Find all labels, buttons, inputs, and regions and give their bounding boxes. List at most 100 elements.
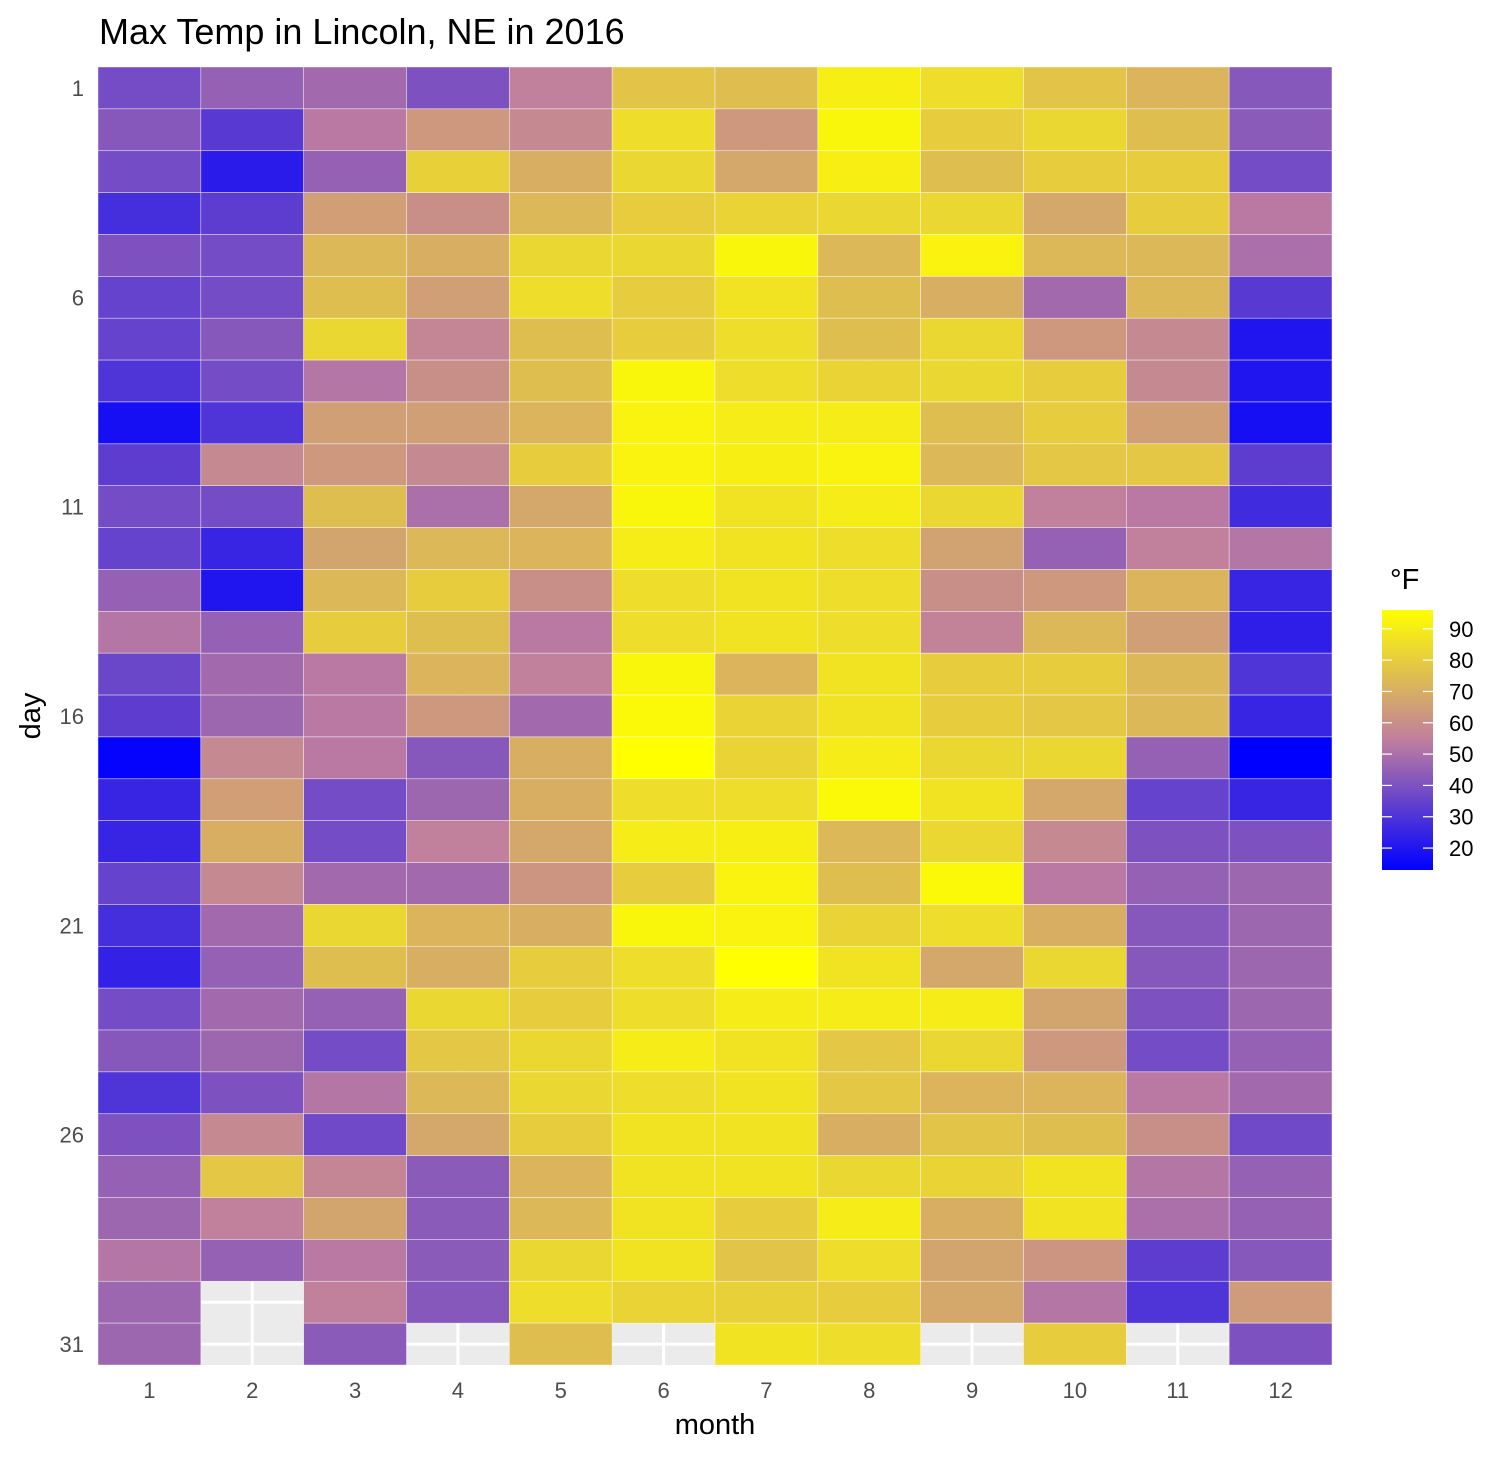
heatmap-tile xyxy=(611,778,716,821)
heatmap-tile xyxy=(406,1071,510,1115)
heatmap-tile xyxy=(611,1197,716,1240)
heatmap-tile xyxy=(303,401,407,445)
heatmap-tile xyxy=(97,66,202,110)
heatmap-tile xyxy=(714,1322,819,1366)
heatmap-tile xyxy=(509,1071,613,1115)
heatmap-tile xyxy=(1023,527,1127,570)
heatmap-tile xyxy=(1126,359,1230,403)
heatmap-tile xyxy=(1126,192,1230,235)
heatmap-tile xyxy=(406,527,510,570)
heatmap-tile xyxy=(303,611,407,654)
heatmap-tile xyxy=(920,1155,1024,1198)
heatmap-tile xyxy=(1023,1155,1127,1198)
heatmap-tiles xyxy=(97,66,1333,1366)
heatmap-tile xyxy=(714,778,819,821)
heatmap-tile xyxy=(97,108,202,152)
heatmap-tile xyxy=(714,945,819,989)
heatmap-tile xyxy=(920,862,1024,905)
heatmap-tile xyxy=(1126,276,1230,319)
heatmap-tile xyxy=(920,234,1024,277)
heatmap-tile xyxy=(1126,820,1230,863)
heatmap-tile xyxy=(714,569,819,612)
heatmap-tile xyxy=(303,276,407,319)
heatmap-tile xyxy=(920,485,1024,528)
heatmap-tile xyxy=(200,150,304,193)
heatmap-tile xyxy=(611,192,716,235)
heatmap-tile xyxy=(611,736,716,780)
heatmap-tile xyxy=(97,820,202,863)
heatmap-tile xyxy=(406,611,510,654)
heatmap-tile xyxy=(1228,820,1333,863)
y-tick-label: 16 xyxy=(60,704,84,729)
heatmap-tile xyxy=(1023,1322,1127,1366)
heatmap-tile xyxy=(817,778,921,821)
heatmap-tile xyxy=(1023,150,1127,193)
x-tick-label: 3 xyxy=(349,1378,361,1403)
heatmap-tile xyxy=(97,1280,202,1324)
heatmap-tile xyxy=(611,485,716,528)
heatmap-tile xyxy=(714,108,819,152)
heatmap-tile xyxy=(200,736,304,780)
heatmap-tile xyxy=(200,234,304,277)
heatmap-tile xyxy=(303,66,407,110)
heatmap-tile xyxy=(611,611,716,654)
heatmap-tile xyxy=(817,736,921,780)
heatmap-tile xyxy=(509,443,613,487)
heatmap-tile xyxy=(611,66,716,110)
heatmap-tile xyxy=(920,987,1024,1031)
heatmap-tile xyxy=(200,317,304,361)
heatmap-tile xyxy=(1126,443,1230,487)
heatmap-tile xyxy=(97,150,202,193)
heatmap-tile xyxy=(200,1197,304,1240)
heatmap-tile xyxy=(406,108,510,152)
legend-ticks: 90 80 70 60 50 40 30 20 xyxy=(1382,617,1473,861)
heatmap-tile xyxy=(920,694,1024,738)
heatmap-tile xyxy=(406,736,510,780)
heatmap-tile xyxy=(509,276,613,319)
heatmap-tile xyxy=(406,234,510,277)
heatmap-tile xyxy=(97,1322,202,1366)
heatmap-tile xyxy=(509,569,613,612)
heatmap-tile xyxy=(1126,1239,1230,1282)
heatmap-tile xyxy=(817,443,921,487)
heatmap-tile xyxy=(406,569,510,612)
heatmap-tile xyxy=(817,694,921,738)
y-tick-label: 26 xyxy=(60,1123,84,1148)
heatmap-tile xyxy=(303,987,407,1031)
chart-title: Max Temp in Lincoln, NE in 2016 xyxy=(99,11,625,52)
x-tick-label: 1 xyxy=(143,1378,155,1403)
heatmap-tile xyxy=(200,987,304,1031)
x-tick-label: 6 xyxy=(657,1378,669,1403)
heatmap-tile xyxy=(817,1280,921,1324)
heatmap-tile xyxy=(97,862,202,905)
y-tick-label: 11 xyxy=(61,495,84,520)
legend-tick-label: 50 xyxy=(1449,742,1473,767)
heatmap-tile xyxy=(1023,276,1127,319)
heatmap-tile xyxy=(1228,359,1333,403)
heatmap-tile xyxy=(303,192,407,235)
heatmap-tile xyxy=(509,945,613,989)
heatmap-tile xyxy=(1023,820,1127,863)
heatmap-tile xyxy=(1228,569,1333,612)
heatmap-tile xyxy=(406,359,510,403)
heatmap-tile xyxy=(817,1239,921,1282)
heatmap-tile xyxy=(611,150,716,193)
heatmap-tile xyxy=(303,904,407,947)
heatmap-tile xyxy=(97,234,202,277)
heatmap-tile xyxy=(1023,736,1127,780)
heatmap-tile xyxy=(303,1197,407,1240)
heatmap-tile xyxy=(97,694,202,738)
heatmap-tile xyxy=(97,1029,202,1073)
heatmap-tile xyxy=(1126,234,1230,277)
heatmap-tile xyxy=(97,778,202,821)
heatmap-tile xyxy=(1023,192,1127,235)
heatmap-tile xyxy=(920,359,1024,403)
color-legend: °F 90 80 70 60 50 40 30 20 xyxy=(1382,564,1473,870)
heatmap-tile xyxy=(817,611,921,654)
y-axis-title: day xyxy=(15,692,47,739)
heatmap-tile xyxy=(406,904,510,947)
heatmap-tile xyxy=(200,1113,304,1156)
heatmap-tile xyxy=(611,987,716,1031)
heatmap-tile xyxy=(611,1113,716,1156)
